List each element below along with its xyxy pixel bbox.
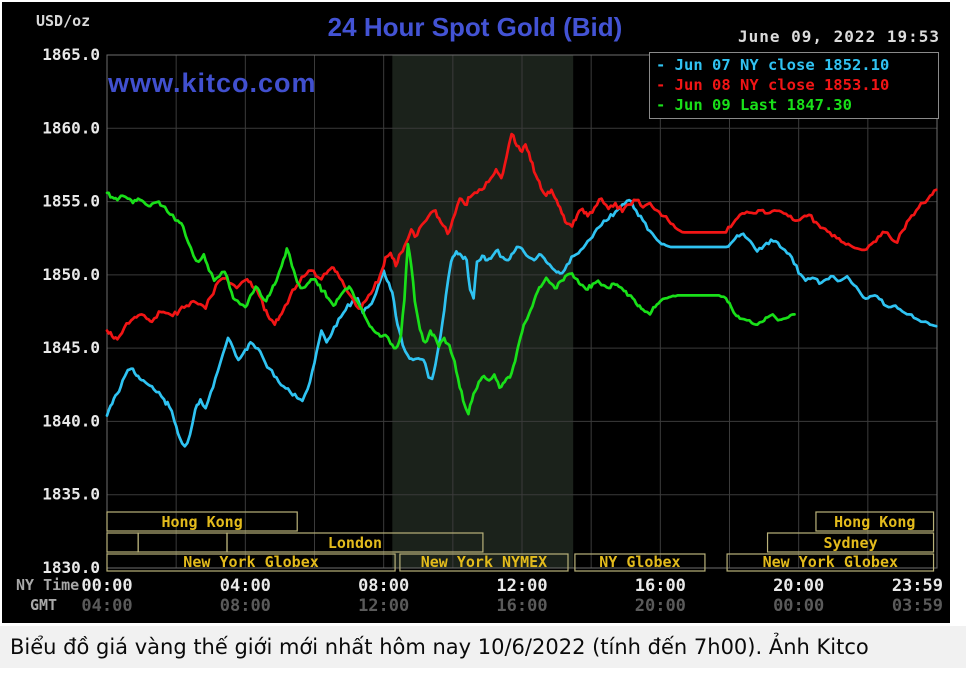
- gmt-axis-label: GMT: [30, 596, 57, 614]
- nymex-session-shade: [392, 55, 574, 568]
- session-label: NY Globex: [599, 553, 680, 571]
- plot-frame: [106, 54, 938, 569]
- y-tick-label: 1840.0: [42, 411, 100, 430]
- y-tick-label: 1855.0: [42, 192, 100, 211]
- gmt-tick-label: 20:00: [635, 596, 686, 616]
- y-tick-label: 1845.0: [42, 338, 100, 357]
- series-line-jun08: [105, 132, 938, 341]
- ny-time-tick-label: 20:00: [773, 576, 824, 596]
- legend-item: - Jun 08 NY close 1853.10: [656, 75, 938, 95]
- y-tick-label: 1850.0: [42, 265, 100, 284]
- ny-time-tick-label: 12:00: [496, 576, 547, 596]
- y-tick-label: 1830.0: [42, 558, 100, 577]
- session-box: [226, 532, 484, 553]
- gmt-tick-label: 12:00: [358, 596, 409, 616]
- session-box: [726, 553, 935, 572]
- ny-time-axis-label: NY Time: [16, 576, 79, 594]
- caption-band: Biểu đồ giá vàng thế giới mới nhất hôm n…: [0, 626, 966, 668]
- legend-item-label: Jun 09 Last 1847.30: [674, 96, 852, 114]
- gmt-tick-label: 03:59: [892, 596, 943, 616]
- series-line-jun09: [105, 191, 796, 416]
- ny-time-tick-label: 23:59: [892, 576, 943, 596]
- session-label: Hong Kong: [834, 513, 915, 531]
- gmt-tick-label: 16:00: [496, 596, 547, 616]
- session-box: [399, 553, 569, 572]
- gmt-tick-label: 00:00: [773, 596, 824, 616]
- legend-item: - Jun 09 Last 1847.30: [656, 95, 938, 115]
- session-box: [106, 553, 396, 572]
- legend-dash-swatch: -: [656, 76, 675, 94]
- chart-title: 24 Hour Spot Gold (Bid): [327, 12, 623, 42]
- chart-timestamp: June 09, 2022 19:53: [737, 27, 940, 46]
- ny-time-tick-label: 04:00: [220, 576, 271, 596]
- series-line-jun07: [105, 198, 938, 448]
- session-box: [815, 511, 935, 532]
- legend-dash-swatch: -: [656, 96, 675, 114]
- image-caption: Biểu đồ giá vàng thế giới mới nhất hôm n…: [10, 635, 869, 659]
- gmt-tick-label: 04:00: [81, 596, 132, 616]
- ny-time-tick-label: 00:00: [81, 576, 132, 596]
- session-label: New York Globex: [183, 553, 318, 571]
- session-label: New York Globex: [763, 553, 898, 571]
- session-box: [106, 511, 298, 532]
- legend-box: - Jun 07 NY close 1852.10- Jun 08 NY clo…: [649, 52, 939, 119]
- session-label: Sydney: [823, 534, 877, 552]
- ny-time-tick-label: 16:00: [635, 576, 686, 596]
- legend-item: - Jun 07 NY close 1852.10: [656, 55, 938, 75]
- session-box: [766, 532, 935, 553]
- y-tick-label: 1860.0: [42, 118, 100, 137]
- y-tick-label: 1835.0: [42, 485, 100, 504]
- session-label: London: [328, 534, 382, 552]
- kitco-watermark: www.kitco.com: [108, 68, 317, 98]
- session-label: Hong Kong: [161, 513, 242, 531]
- ny-time-tick-label: 08:00: [358, 576, 409, 596]
- y-tick-label: 1865.0: [42, 45, 100, 64]
- session-label: New York NYMEX: [421, 553, 547, 571]
- y-axis-units-label: USD/oz: [36, 12, 91, 30]
- session-box: [574, 553, 706, 572]
- legend-dash-swatch: -: [656, 56, 675, 74]
- gmt-tick-label: 08:00: [220, 596, 271, 616]
- legend-item-label: Jun 08 NY close 1853.10: [674, 76, 890, 94]
- legend-item-label: Jun 07 NY close 1852.10: [674, 56, 890, 74]
